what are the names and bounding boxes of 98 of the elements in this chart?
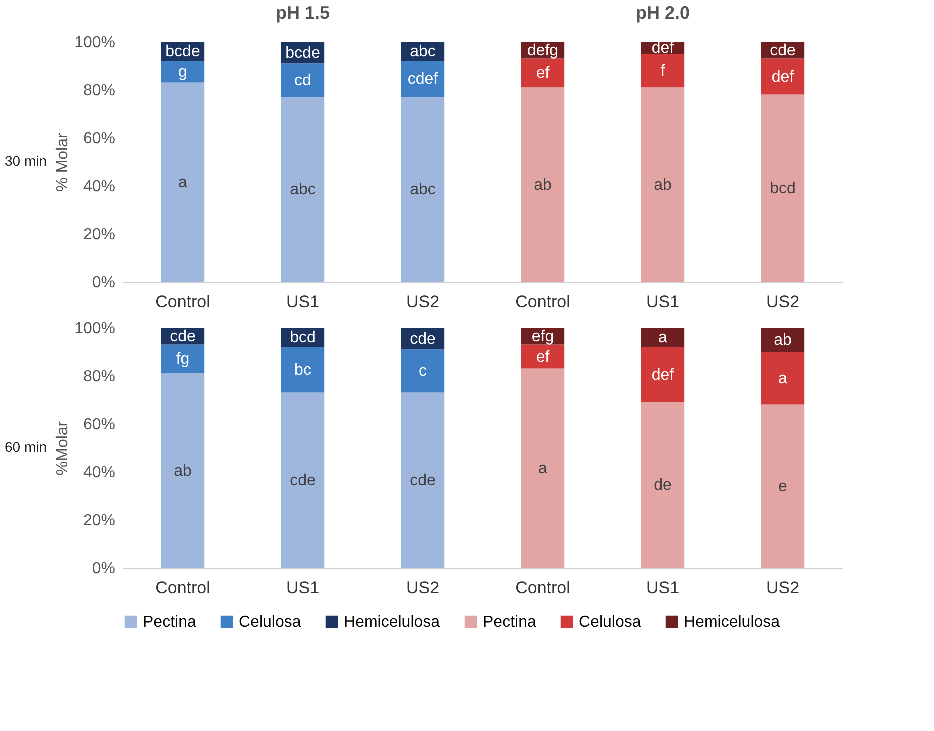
data-label: bcde bbox=[286, 44, 320, 62]
legend-label: Celulosa bbox=[239, 614, 302, 631]
bar bbox=[401, 61, 445, 98]
bar bbox=[641, 328, 685, 348]
data-label: de bbox=[654, 477, 672, 494]
bar bbox=[521, 88, 565, 282]
data-label: cde bbox=[770, 42, 796, 60]
data-label: c bbox=[419, 363, 427, 380]
y-tick-label: 40% bbox=[83, 464, 116, 482]
x-tick-label: US1 bbox=[646, 578, 680, 598]
data-label: cdef bbox=[408, 71, 439, 88]
data-label: bc bbox=[294, 362, 312, 379]
legend-label: Hemicelulosa bbox=[684, 614, 780, 631]
x-tick-label: US1 bbox=[286, 578, 320, 598]
x-tick-label: Control bbox=[156, 578, 210, 598]
bar bbox=[641, 347, 685, 402]
bar bbox=[641, 54, 685, 88]
data-label: cde bbox=[410, 472, 436, 490]
data-label: efg bbox=[532, 328, 554, 346]
bar bbox=[641, 402, 685, 568]
y-tick-label: 0% bbox=[92, 274, 116, 292]
bar bbox=[281, 64, 325, 98]
y-tick-label: 100% bbox=[74, 34, 116, 52]
bar bbox=[521, 368, 565, 568]
data-label: def bbox=[772, 68, 795, 86]
bar bbox=[281, 392, 325, 568]
bar bbox=[401, 350, 445, 393]
bar bbox=[401, 97, 445, 282]
data-label: bcd bbox=[770, 180, 796, 198]
legend-label: Pectina bbox=[143, 614, 196, 631]
y-tick-label: 60% bbox=[83, 416, 116, 434]
x-tick-label: US2 bbox=[766, 578, 800, 598]
data-label: ef bbox=[536, 348, 550, 366]
data-label: defg bbox=[527, 42, 559, 60]
y-tick-label: 80% bbox=[83, 368, 116, 386]
data-label: ab bbox=[174, 462, 192, 480]
text: pH 1.5 bbox=[276, 3, 330, 23]
data-label: g bbox=[178, 64, 188, 81]
bar bbox=[161, 82, 205, 282]
bar bbox=[641, 88, 685, 282]
data-label: fg bbox=[176, 351, 190, 368]
bar bbox=[521, 344, 565, 369]
bar bbox=[281, 347, 325, 393]
data-label: bcd bbox=[290, 330, 316, 347]
legend-label: Hemicelulosa bbox=[344, 614, 440, 631]
bar bbox=[161, 61, 205, 83]
y-tick-label: 20% bbox=[83, 226, 116, 244]
y-tick-label: 80% bbox=[83, 82, 116, 100]
x-tick-label: Control bbox=[516, 292, 570, 312]
data-label: a bbox=[778, 370, 788, 388]
x-tick-label: Control bbox=[156, 292, 210, 312]
bar bbox=[521, 58, 565, 88]
data-label: ef bbox=[536, 65, 550, 82]
data-label: abc bbox=[290, 182, 316, 199]
bar bbox=[401, 392, 445, 568]
text: 30 min bbox=[5, 153, 48, 169]
y-axis-title: % Molar bbox=[54, 132, 72, 192]
data-label: a bbox=[538, 460, 548, 478]
bar bbox=[761, 352, 805, 405]
x-tick-label: US1 bbox=[646, 292, 680, 312]
y-tick-label: 40% bbox=[83, 178, 116, 196]
data-label: abc bbox=[410, 44, 436, 61]
data-label: def bbox=[652, 40, 675, 57]
y-tick-label: 0% bbox=[92, 560, 116, 578]
x-tick-label: US2 bbox=[406, 292, 440, 312]
data-label: a bbox=[658, 330, 668, 347]
bar bbox=[761, 404, 805, 568]
bar bbox=[761, 328, 805, 352]
text: pH 2.0 bbox=[636, 3, 690, 23]
data-label: def bbox=[652, 366, 675, 384]
x-tick-label: Control bbox=[516, 578, 570, 598]
data-label: cde bbox=[410, 330, 436, 348]
bar bbox=[761, 94, 805, 282]
data-label: f bbox=[660, 62, 666, 80]
bar bbox=[761, 58, 805, 95]
data-label: cd bbox=[294, 72, 312, 90]
data-label: cde bbox=[170, 328, 196, 346]
data-label: abc bbox=[410, 182, 436, 199]
data-label: bcde bbox=[166, 44, 200, 61]
y-tick-label: 60% bbox=[83, 130, 116, 148]
legend-label: Pectina bbox=[483, 614, 536, 631]
bar bbox=[281, 97, 325, 282]
bar bbox=[161, 344, 205, 374]
legend-label: Celulosa bbox=[579, 614, 642, 631]
y-tick-label: 100% bbox=[74, 320, 116, 338]
x-tick-label: US1 bbox=[286, 292, 320, 312]
y-axis-title: %Molar bbox=[54, 420, 72, 476]
data-label: e bbox=[778, 478, 788, 496]
x-tick-label: US2 bbox=[406, 578, 440, 598]
data-label: ab bbox=[654, 176, 672, 194]
data-label: cde bbox=[290, 472, 316, 490]
bar bbox=[161, 374, 205, 568]
data-label: ab bbox=[774, 332, 792, 349]
data-label: ab bbox=[534, 176, 552, 194]
y-tick-label: 20% bbox=[83, 512, 116, 530]
data-label: a bbox=[178, 174, 188, 192]
x-tick-label: US2 bbox=[766, 292, 800, 312]
text: 60 min bbox=[5, 439, 48, 455]
